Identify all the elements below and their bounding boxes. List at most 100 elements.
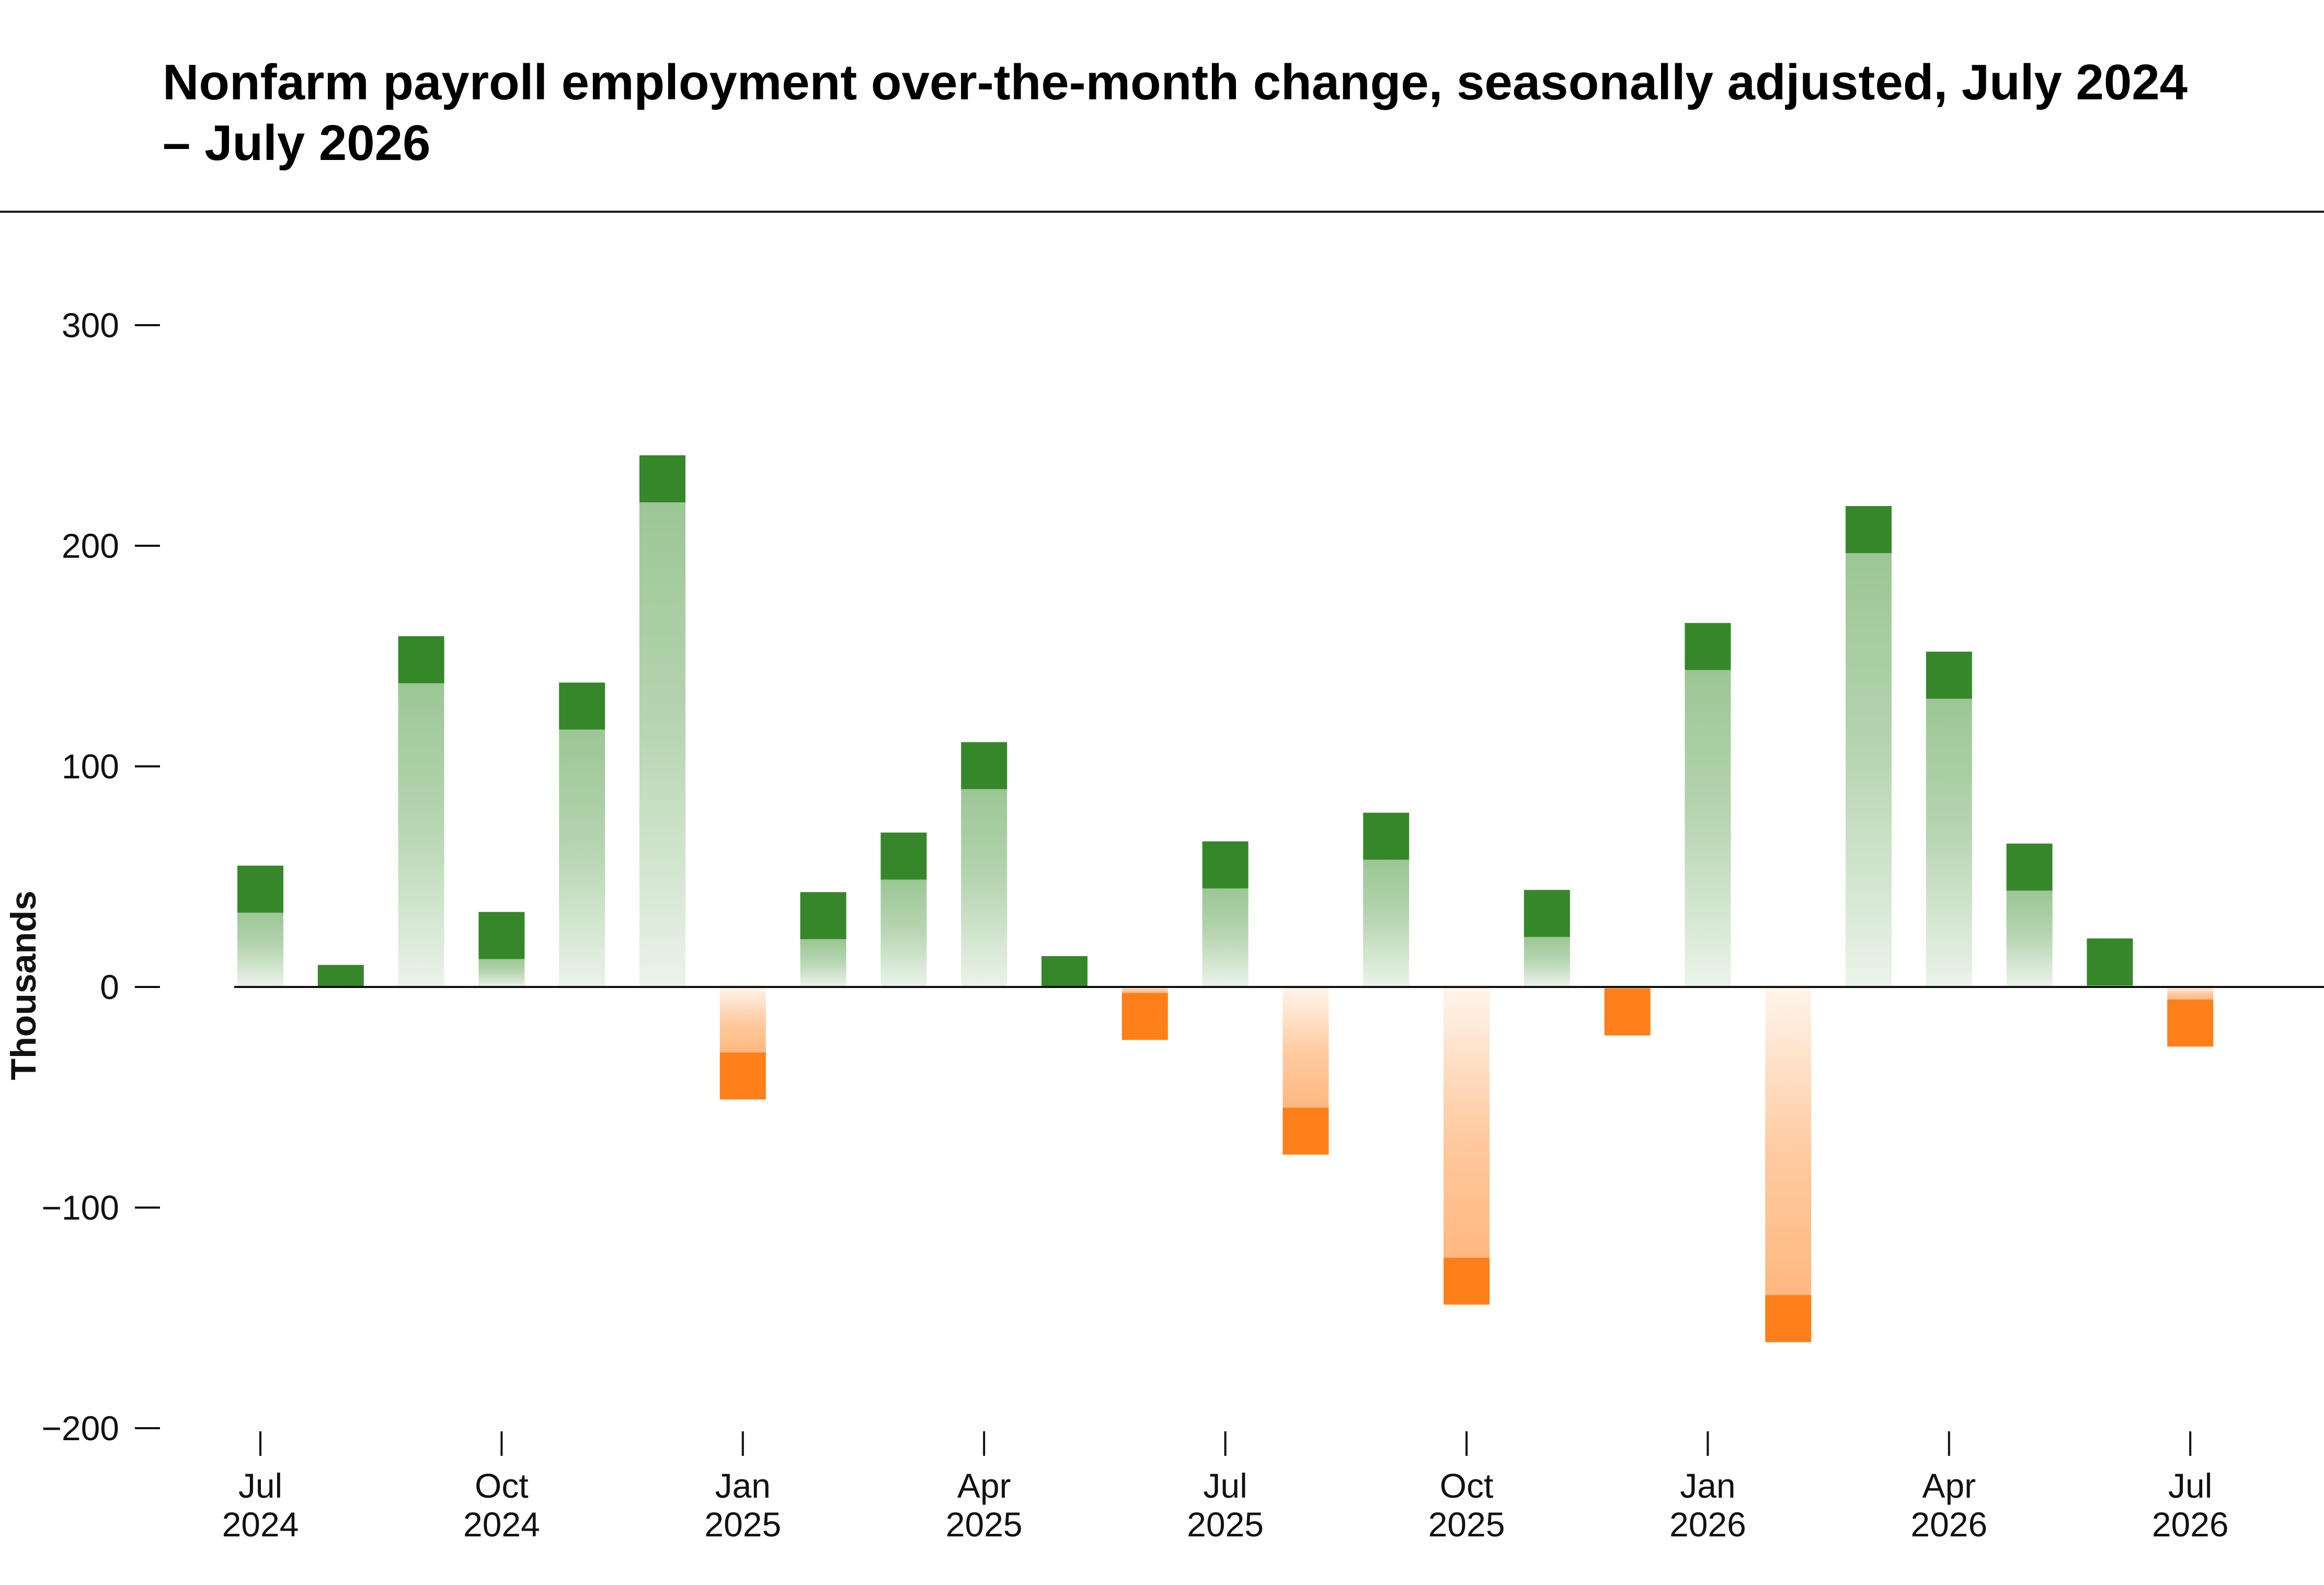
bar-fill bbox=[559, 729, 605, 987]
bar-cap bbox=[1926, 651, 1972, 699]
bar-cap bbox=[1363, 812, 1410, 860]
bar-fill bbox=[1524, 937, 1570, 987]
bar bbox=[880, 832, 927, 987]
bar-cap bbox=[1524, 890, 1570, 937]
bar bbox=[1685, 623, 1731, 987]
bar bbox=[478, 912, 525, 987]
x-tick-year: 2024 bbox=[463, 1505, 540, 1544]
bar-cap bbox=[1604, 988, 1651, 1036]
bar-cap bbox=[1283, 1107, 1329, 1155]
bar bbox=[2087, 938, 2133, 987]
x-tick-year: 2025 bbox=[946, 1505, 1023, 1544]
bar-cap bbox=[961, 742, 1008, 789]
bar-fill bbox=[1444, 987, 1490, 1258]
x-tick-year: 2025 bbox=[1428, 1505, 1505, 1544]
y-tick-label: 0 bbox=[100, 968, 119, 1006]
bar-cap bbox=[2167, 999, 2214, 1047]
bar bbox=[2167, 987, 2214, 1047]
bar-cap bbox=[398, 636, 444, 684]
bar-fill bbox=[1685, 670, 1731, 987]
chart-title: Nonfarm payroll employment over-the-mont… bbox=[163, 54, 2188, 171]
y-tick-label: 100 bbox=[62, 747, 119, 786]
x-tick-month: Jan bbox=[1680, 1466, 1735, 1505]
bar-fill bbox=[1283, 987, 1329, 1108]
bar-cap bbox=[478, 912, 525, 959]
bar bbox=[398, 636, 444, 987]
bar-fill bbox=[1363, 859, 1410, 987]
bar-fill bbox=[1926, 698, 1972, 987]
bar-fill bbox=[961, 789, 1008, 987]
x-tick-year: 2026 bbox=[1910, 1505, 1987, 1544]
bar bbox=[1363, 812, 1410, 987]
bar bbox=[1283, 987, 1329, 1155]
bar bbox=[1121, 987, 1168, 1040]
x-tick-month: Apr bbox=[1922, 1466, 1976, 1505]
bar-fill bbox=[880, 879, 927, 987]
bar-fill bbox=[398, 683, 444, 987]
bar-cap bbox=[2006, 843, 2053, 891]
x-tick-month: Jan bbox=[715, 1466, 771, 1505]
bar-cap bbox=[237, 865, 283, 913]
bar-cap bbox=[1121, 993, 1168, 1040]
x-tick-year: 2025 bbox=[704, 1505, 781, 1544]
bar-cap bbox=[1444, 1257, 1490, 1305]
bar bbox=[2006, 843, 2053, 987]
bar-cap bbox=[1202, 841, 1249, 889]
bar-cap bbox=[719, 1052, 766, 1100]
y-tick-label: −200 bbox=[41, 1409, 119, 1448]
bar bbox=[1926, 651, 1972, 987]
x-tick-month: Apr bbox=[957, 1466, 1011, 1505]
x-tick-month: Oct bbox=[1440, 1466, 1494, 1505]
bar-fill bbox=[1765, 987, 1812, 1295]
bar-fill bbox=[639, 502, 685, 987]
bar bbox=[1846, 506, 1892, 987]
bar-cap bbox=[1846, 506, 1892, 554]
bar bbox=[1202, 841, 1249, 987]
x-tick-month: Jul bbox=[238, 1466, 282, 1505]
bar-cap bbox=[1765, 1295, 1812, 1342]
x-tick-month: Jul bbox=[1203, 1466, 1247, 1505]
bar-fill bbox=[237, 912, 283, 987]
bar bbox=[639, 455, 685, 987]
bar-fill bbox=[1202, 888, 1249, 987]
bar bbox=[237, 865, 283, 987]
bar-fill bbox=[800, 939, 846, 987]
bar bbox=[961, 742, 1008, 987]
bar bbox=[1444, 987, 1490, 1305]
bar bbox=[800, 892, 846, 987]
bar-cap bbox=[880, 832, 927, 880]
y-tick-label: 300 bbox=[62, 306, 119, 344]
bar bbox=[1524, 890, 1570, 987]
bar bbox=[317, 964, 364, 987]
bar-fill bbox=[2167, 987, 2214, 1000]
bar bbox=[719, 987, 766, 1100]
x-tick-year: 2024 bbox=[222, 1505, 299, 1544]
bar-fill bbox=[2006, 890, 2053, 987]
bar-cap bbox=[2087, 938, 2133, 986]
bar-cap bbox=[1685, 623, 1731, 670]
bar-cap bbox=[559, 682, 605, 730]
title-divider bbox=[0, 211, 2324, 213]
y-axis-title: Thousands bbox=[4, 891, 43, 1081]
x-tick-year: 2025 bbox=[1187, 1505, 1264, 1544]
bar-cap bbox=[639, 455, 685, 502]
y-tick-label: −100 bbox=[41, 1188, 119, 1227]
x-tick-year: 2026 bbox=[2152, 1505, 2229, 1544]
bar bbox=[1765, 987, 1812, 1342]
x-tick-month: Oct bbox=[475, 1466, 529, 1505]
x-tick-year: 2026 bbox=[1669, 1505, 1746, 1544]
bar-fill bbox=[1121, 987, 1168, 993]
x-axis: Jul2024Oct2024Jan2025Apr2025Jul2025Oct20… bbox=[222, 1431, 2229, 1544]
bar bbox=[1604, 987, 1651, 1036]
bar-fill bbox=[478, 959, 525, 987]
bars bbox=[237, 455, 2214, 1342]
bar-fill bbox=[1846, 553, 1892, 987]
bar bbox=[559, 682, 605, 987]
x-tick-month: Jul bbox=[2168, 1466, 2212, 1505]
bar-cap bbox=[317, 964, 364, 987]
bar bbox=[1041, 956, 1087, 987]
bar-fill bbox=[719, 987, 766, 1053]
bar-cap bbox=[1041, 956, 1087, 987]
y-tick-label: 200 bbox=[62, 526, 119, 565]
